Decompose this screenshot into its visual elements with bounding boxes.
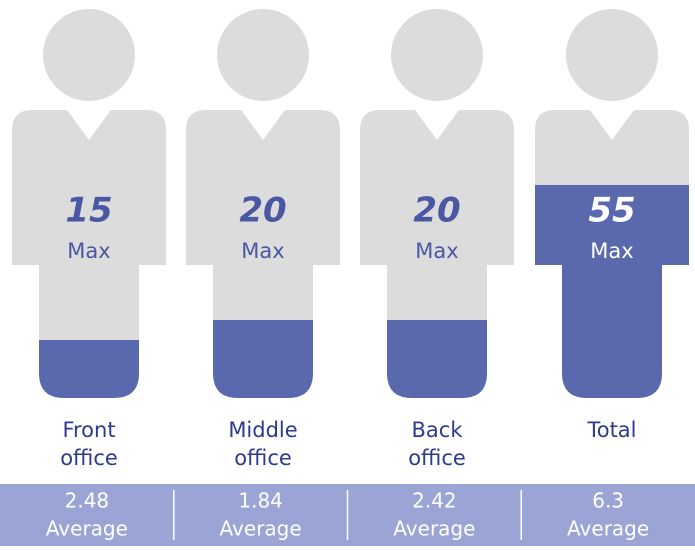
group-label: Middle (228, 418, 297, 442)
group-label: office (408, 446, 466, 470)
group-label: Total (586, 418, 636, 442)
max-value: 20 (413, 191, 460, 231)
average-value: 1.84 (238, 489, 283, 513)
average-label: Average (46, 517, 128, 541)
person-fill (387, 320, 487, 398)
group-label: Back (412, 418, 464, 442)
average-label: Average (220, 517, 302, 541)
max-value: 15 (65, 191, 112, 231)
group-label: Front (62, 418, 115, 442)
max-label: Max (590, 239, 633, 263)
person-head (217, 9, 309, 101)
person-head (391, 9, 483, 101)
group-label: office (60, 446, 118, 470)
max-label: Max (415, 239, 458, 263)
person-head (43, 9, 135, 101)
max-value: 20 (239, 191, 286, 231)
average-value: 2.48 (65, 489, 110, 513)
person-body (12, 110, 166, 398)
average-value: 6.3 (592, 489, 624, 513)
person-fill (213, 320, 313, 398)
person-head (566, 9, 658, 101)
average-value: 2.42 (412, 489, 457, 513)
group-label: office (234, 446, 292, 470)
max-label: Max (67, 239, 110, 263)
max-label: Max (241, 239, 284, 263)
average-label: Average (567, 517, 649, 541)
average-label: Average (393, 517, 475, 541)
max-value: 55 (588, 191, 635, 231)
person-fill (535, 185, 689, 398)
person-fill (39, 340, 139, 398)
